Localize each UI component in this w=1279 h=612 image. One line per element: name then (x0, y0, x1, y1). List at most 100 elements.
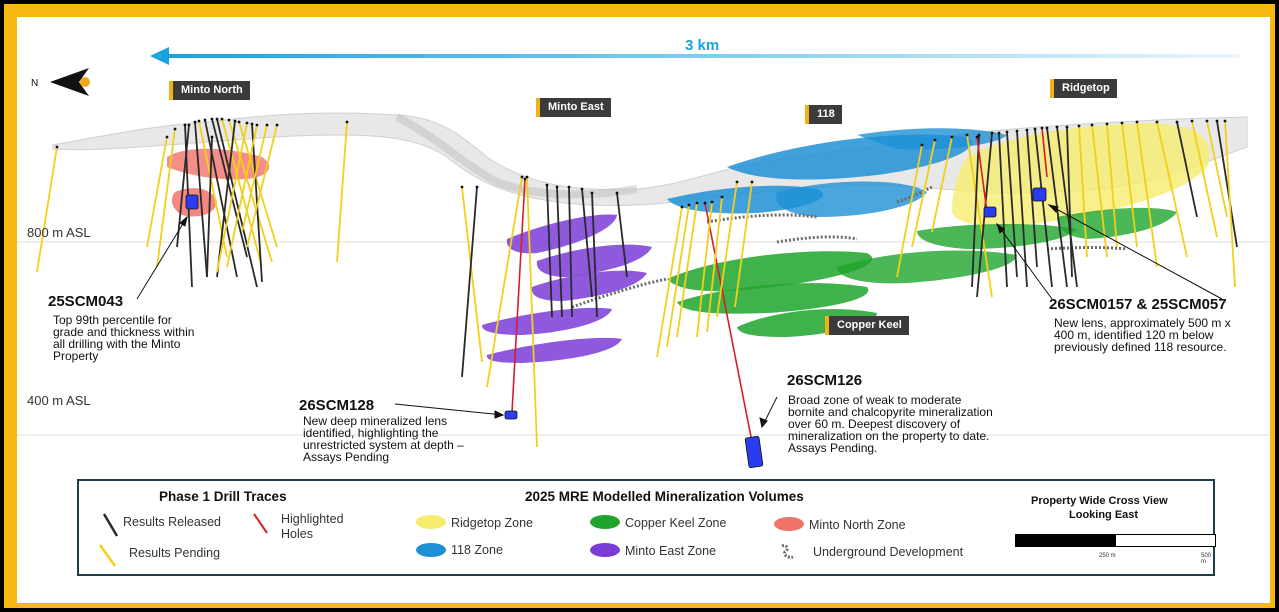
drill-trace-released (1216, 120, 1238, 248)
collar-point (210, 117, 214, 121)
hole-26scm126-marker (744, 436, 764, 468)
zone-label-minto-east: Minto East (536, 98, 611, 117)
collar-point (1223, 119, 1227, 123)
drill-trace-released (206, 136, 213, 278)
collar-point (1077, 124, 1081, 128)
scale-bar-fill (1016, 535, 1116, 546)
collar-point (555, 185, 559, 189)
collar-point (245, 121, 249, 125)
zone-label-minto-north: Minto North (169, 81, 250, 100)
released-swatch-icon (102, 513, 119, 537)
collar-point (567, 185, 571, 189)
drill-trace-pending (966, 134, 993, 298)
collar-point (233, 119, 237, 123)
drill-trace-pending (1206, 120, 1228, 218)
collar-point (687, 203, 691, 207)
drill-trace-released (568, 186, 573, 318)
drill-trace-pending (1224, 120, 1236, 288)
collar-point (703, 201, 707, 205)
zone-label-copper-keel: Copper Keel (825, 316, 909, 335)
drill-trace-released (998, 132, 1008, 288)
drill-trace-pending (216, 122, 248, 273)
legend-results-pending: Results Pending (129, 546, 221, 560)
hole-25scm057-marker (1032, 187, 1047, 202)
north-arrow-icon (50, 68, 90, 96)
drill-trace-pending (226, 124, 258, 268)
collar-point (1045, 126, 1049, 130)
collar-point (615, 191, 619, 195)
drill-trace-released (1034, 128, 1053, 288)
collar-point (1215, 119, 1219, 123)
collar-point (1065, 125, 1069, 129)
collar-point (1040, 126, 1044, 130)
drill-trace-pending (656, 206, 683, 358)
scale-tick-500: 500 m (1201, 553, 1212, 565)
drill-trace-released (1176, 121, 1198, 218)
hole-desc-26scm128: New deep mineralized lens identified, hi… (303, 414, 464, 464)
zone-label-ridgetop: Ridgetop (1050, 79, 1117, 98)
drill-trace-released (216, 120, 236, 278)
minto-east-swatch-icon (590, 543, 620, 557)
drill-trace-pending (734, 181, 753, 308)
hole-26scm0157-marker (983, 206, 997, 218)
elevation-label-800: 800 m ASL (27, 225, 91, 240)
drill-trace-pending (36, 146, 58, 273)
hole-26scm128-marker (504, 410, 518, 420)
hole-markers (185, 187, 1047, 468)
hole-desc-25scm043: Top 99th percentile for grade and thickn… (53, 313, 195, 363)
scale-label: 3 km (685, 37, 720, 54)
collar-point (220, 117, 224, 121)
collar-point (695, 201, 699, 205)
gold-border: 3 km N Minto North Minto East 118 Ridget… (4, 4, 1275, 608)
collar-point (735, 180, 739, 184)
drill-trace-pending (1136, 121, 1158, 268)
drill-trace-pending (228, 119, 273, 263)
collar-point (173, 127, 177, 131)
collar-point (523, 177, 527, 181)
drill-trace-released (461, 186, 478, 378)
drill-traces (36, 117, 1238, 448)
collar-point (275, 123, 279, 127)
collar-point (1025, 128, 1029, 132)
ridgetop-volumes (952, 123, 1210, 226)
drill-trace-released (194, 121, 208, 278)
drill-trace-highlighted (704, 202, 753, 443)
legend-copper-keel-zone: Copper Keel Zone (625, 516, 727, 530)
collar-point (680, 205, 684, 209)
view-title-line2: Looking East (1069, 509, 1139, 521)
drill-trace-highlighted (976, 136, 988, 213)
drill-trace-pending (526, 176, 538, 448)
legend-ridgetop-zone: Ridgetop Zone (451, 516, 534, 530)
collar-point (203, 118, 207, 122)
collar-point (525, 175, 529, 179)
legend: Phase 1 Drill Traces 2025 MRE Modelled M… (77, 479, 1216, 576)
collar-point (580, 187, 584, 191)
drill-trace-pending (246, 124, 278, 248)
highlighted-swatch-icon (253, 513, 268, 534)
legend-mre-title: 2025 MRE Modelled Mineralization Volumes (525, 489, 804, 504)
collar-point (710, 200, 714, 204)
drill-trace-pending (1121, 122, 1138, 248)
collar-point (187, 123, 191, 127)
collar-point (1155, 120, 1159, 124)
collar-point (227, 118, 231, 122)
drill-trace-pending (666, 204, 690, 348)
collar-point (545, 183, 549, 187)
drill-trace-released (1056, 126, 1078, 288)
collar-point (965, 133, 969, 137)
collar-point (165, 135, 169, 139)
minto-north-swatch-icon (774, 517, 804, 531)
drill-trace-released (216, 118, 258, 288)
drill-trace-highlighted (511, 178, 526, 413)
collar-point (720, 195, 724, 199)
collar-point (1105, 122, 1109, 126)
drill-trace-pending (461, 186, 483, 363)
collar-point (975, 135, 979, 139)
drill-trace-released (1006, 131, 1018, 278)
drill-trace-released (211, 118, 248, 258)
drill-trace-pending (1106, 123, 1118, 248)
elevation-label-400: 400 m ASL (27, 393, 91, 408)
legend-underground-development: Underground Development (813, 545, 964, 559)
collar-point (1135, 120, 1139, 124)
collar-point (1190, 119, 1194, 123)
